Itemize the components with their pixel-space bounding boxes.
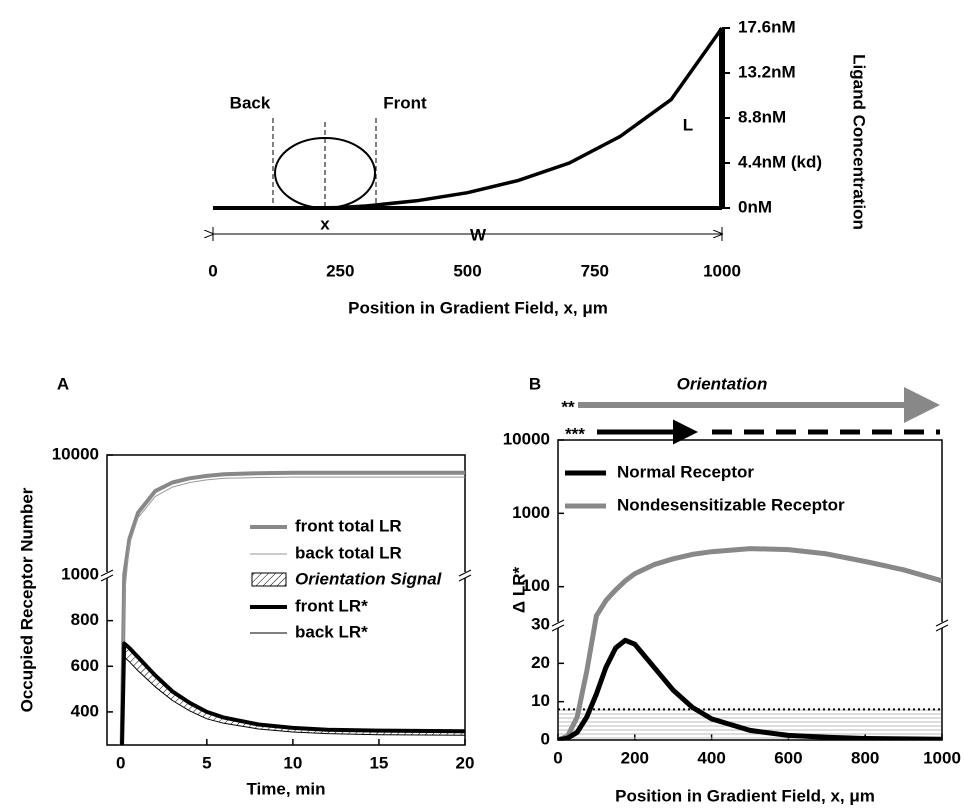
y-tick-label: 1000 <box>512 503 550 522</box>
y-tick-label: 1000 <box>61 564 99 583</box>
x-tick-label: 0 <box>208 261 217 280</box>
y-tick-label: 0 <box>541 729 550 748</box>
y-tick-label: 20 <box>531 653 550 672</box>
legend-label: Orientation Signal <box>295 569 443 588</box>
y-tick-label: 0nM <box>738 197 772 216</box>
concentration-line <box>213 26 724 210</box>
x-tick-label: 500 <box>453 261 481 280</box>
x-tick-label: 1000 <box>923 748 961 767</box>
panel-letter: A <box>57 374 69 393</box>
x-axis-label: Position in Gradient Field, x, μm <box>615 786 875 805</box>
x-tick-label: 0 <box>116 753 125 772</box>
y-tick-label: 10000 <box>503 429 550 448</box>
legend-label: Normal Receptor <box>617 462 754 481</box>
x-tick-label: 15 <box>369 753 388 772</box>
y-tick-label: 30 <box>531 614 550 633</box>
x-tick-label: 1000 <box>703 261 741 280</box>
threshold-region <box>559 709 941 739</box>
y-tick-label: 13.2nM <box>738 62 796 81</box>
x-tick-label: 600 <box>774 748 802 767</box>
series-line <box>558 546 942 740</box>
y-axis-label: Ligand Concentration <box>850 54 869 230</box>
axis-break <box>459 572 471 578</box>
x-tick-label: 200 <box>621 748 649 767</box>
x-tick-label: 0 <box>553 748 562 767</box>
axis-break <box>101 572 113 578</box>
series-line <box>119 470 465 745</box>
y-tick-label: 800 <box>71 610 99 629</box>
y-axis-label: Δ LR* <box>509 567 528 614</box>
series-line <box>120 641 465 745</box>
annotation: x <box>320 214 330 233</box>
axis-break <box>935 619 949 632</box>
legend-label: back LR* <box>295 622 368 641</box>
axis-break <box>936 622 948 628</box>
y-tick-label: 10000 <box>52 444 99 463</box>
y-tick-label: 4.4nM (kd) <box>738 152 822 171</box>
y-axis-label: Occupied Receptor Number <box>17 487 36 712</box>
x-tick-label: 5 <box>202 753 211 772</box>
axis-break <box>100 569 114 582</box>
legend-label: front LR* <box>295 596 368 615</box>
x-tick-label: 10 <box>283 753 302 772</box>
x-tick-label: 750 <box>581 261 609 280</box>
y-tick-label: 17.6nM <box>738 17 796 36</box>
annotation: L <box>683 115 693 134</box>
panel-letter: B <box>529 374 541 393</box>
axis-break <box>551 619 565 632</box>
y-tick-label: 400 <box>71 701 99 720</box>
y-tick-label: 600 <box>71 656 99 675</box>
annotation: *** <box>565 424 585 443</box>
series-line <box>558 637 942 740</box>
annotation: W <box>470 225 487 244</box>
annotation: Back <box>230 93 271 112</box>
y-tick-label: 100 <box>522 576 550 595</box>
legend-label: front total LR <box>295 516 402 535</box>
legend-swatch <box>251 572 287 587</box>
x-tick-label: 800 <box>851 748 879 767</box>
x-tick-label: 250 <box>326 261 354 280</box>
x-axis-label: Position in Gradient Field, x, μm <box>348 298 608 317</box>
x-tick-label: 20 <box>456 753 475 772</box>
plot-frame <box>106 454 466 746</box>
annotation: Front <box>383 93 427 112</box>
series-line <box>121 476 465 745</box>
x-tick-label: 400 <box>697 748 725 767</box>
annotation: Orientation <box>677 374 768 393</box>
legend-label: Nondesensitizable Receptor <box>617 495 845 514</box>
plot-frame <box>557 439 943 741</box>
y-tick-label: 8.8nM <box>738 107 786 126</box>
axis-break <box>552 622 564 628</box>
legend-label: back total LR <box>295 543 402 562</box>
annotation: ** <box>561 397 575 416</box>
y-tick-label: 10 <box>531 691 550 710</box>
x-axis-label: Time, min <box>246 779 325 798</box>
axis-break <box>458 569 472 582</box>
series-line <box>121 656 465 745</box>
